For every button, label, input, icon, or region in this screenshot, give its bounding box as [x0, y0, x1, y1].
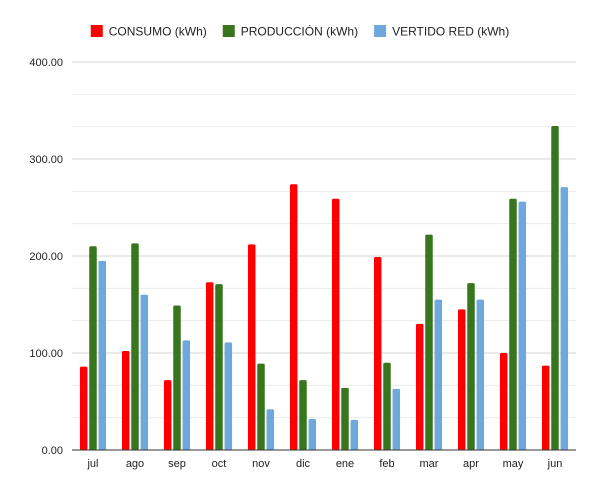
bar-ene-series-0 [331, 198, 340, 450]
bar-group-oct [205, 282, 233, 450]
bar-ago-series-0 [121, 351, 130, 450]
bar-mar-series-2 [434, 299, 443, 450]
legend: CONSUMO (kWh) PRODUCCIÓN (kWh) VERTIDO RED… [90, 24, 509, 39]
bar-jun-series-2 [560, 187, 569, 450]
bar-jul-series-2 [98, 260, 107, 450]
bar-may-series-2 [518, 201, 527, 450]
bar-nov-series-0 [247, 244, 256, 450]
x-tick-label: may [503, 458, 524, 470]
x-tick-label: mar [420, 458, 439, 470]
bar-feb-series-2 [392, 388, 401, 450]
bar-dic-series-2 [308, 418, 317, 450]
bar-group-ene [331, 198, 359, 450]
x-tick-label: ago [126, 458, 144, 470]
bar-group-apr [457, 283, 485, 450]
y-tick-label: 0.00 [42, 445, 63, 457]
bar-feb-series-0 [373, 256, 382, 450]
bar-jun-series-1 [551, 126, 559, 451]
bar-sep-series-0 [163, 380, 172, 450]
x-tick-label: oct [212, 458, 227, 470]
legend-swatch [90, 25, 103, 37]
bar-apr-series-0 [457, 309, 466, 450]
x-tick-label: sep [168, 458, 186, 470]
bar-jul-series-1 [89, 246, 97, 450]
bar-dic-series-0 [289, 184, 298, 450]
y-tick-label: 100.00 [29, 348, 63, 360]
x-tick-label: dic [296, 458, 311, 470]
bar-may-series-0 [499, 353, 508, 450]
x-tick-label: jun [547, 458, 563, 470]
bar-may-series-1 [509, 198, 517, 450]
x-tick-label: nov [252, 458, 270, 470]
bar-dic-series-1 [299, 380, 307, 450]
legend-item-2: VERTIDO RED (kWh) [374, 25, 509, 39]
bar-jun-series-0 [541, 365, 550, 450]
bar-apr-series-1 [467, 283, 475, 450]
bar-group-sep [163, 305, 191, 450]
bar-ene-series-2 [350, 419, 359, 450]
bar-group-may [499, 198, 527, 450]
bar-group-nov [247, 244, 275, 450]
bar-group-jun [541, 126, 569, 451]
legend-label: CONSUMO (kWh) [109, 25, 207, 39]
bar-oct-series-0 [205, 282, 214, 450]
legend-label: PRODUCCIÓN (kWh) [241, 24, 358, 39]
bar-sep-series-1 [173, 305, 181, 450]
y-axis-ticks: 0.00 100.00 200.00 300.00 400.00 [29, 57, 63, 457]
bars [79, 126, 569, 451]
x-tick-label: apr [463, 458, 479, 470]
bar-ago-series-1 [131, 243, 139, 450]
legend-swatch [374, 25, 387, 37]
bar-jul-series-0 [79, 366, 88, 450]
bar-mar-series-1 [425, 234, 433, 450]
legend-item-1: PRODUCCIÓN (kWh) [222, 24, 358, 39]
bar-group-mar [415, 234, 443, 450]
bar-sep-series-2 [182, 340, 191, 450]
bar-nov-series-2 [266, 409, 275, 450]
bar-group-feb [373, 256, 401, 450]
legend-swatch [222, 25, 235, 37]
bar-oct-series-1 [215, 284, 223, 450]
x-tick-label: ene [336, 458, 354, 470]
bar-oct-series-2 [224, 342, 233, 450]
x-tick-label: feb [379, 458, 394, 470]
bar-group-jul [79, 246, 107, 450]
x-tick-label: jul [86, 458, 98, 470]
bar-ene-series-1 [341, 387, 349, 450]
gridlines [72, 61, 576, 419]
bar-group-dic [289, 184, 317, 450]
legend-item-0: CONSUMO (kWh) [90, 25, 207, 39]
y-tick-label: 200.00 [29, 251, 63, 263]
x-axis-ticks: jul ago sep oct nov dic ene feb mar apr may jun [86, 458, 562, 470]
bar-nov-series-1 [257, 363, 265, 450]
bar-ago-series-2 [140, 294, 149, 450]
y-tick-label: 400.00 [29, 57, 63, 69]
bar-mar-series-0 [415, 323, 424, 450]
bar-group-ago [121, 243, 149, 450]
y-tick-label: 300.00 [29, 154, 63, 166]
bar-apr-series-2 [476, 299, 485, 450]
bar-feb-series-1 [383, 362, 391, 450]
legend-label: VERTIDO RED (kWh) [392, 25, 509, 39]
